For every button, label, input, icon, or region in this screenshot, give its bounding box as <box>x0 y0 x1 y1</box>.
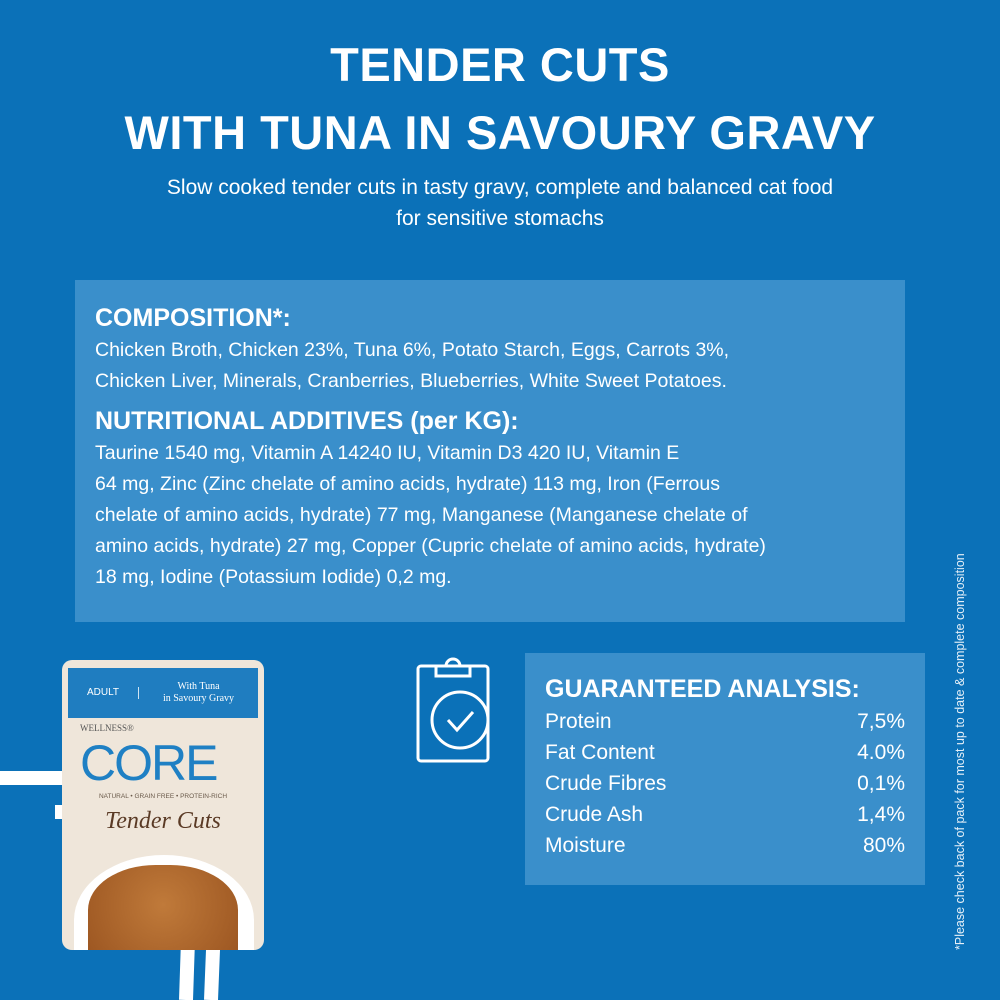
additives-line: amino acids, hydrate) 27 mg, Copper (Cup… <box>95 535 766 557</box>
additives-line: 18 mg, Iodine (Potassium Iodide) 0,2 mg. <box>95 566 452 588</box>
pouch-flavor: in Savoury Gravy <box>162 693 235 704</box>
pouch-brand-logo: CORE <box>80 735 218 791</box>
additives-heading: NUTRITIONAL ADDITIVES (per KG): <box>95 407 519 435</box>
product-pouch-image: ADULT With Tuna in Savoury Gravy WELLNES… <box>62 660 264 950</box>
analysis-value: 0,1% <box>857 772 905 795</box>
analysis-row: Crude Fibres 0,1% <box>545 768 905 799</box>
composition-line: Chicken Broth, Chicken 23%, Tuna 6%, Pot… <box>95 339 730 361</box>
analysis-label: Moisture <box>545 834 626 857</box>
analysis-value: 7,5% <box>857 710 905 733</box>
additives-line: 64 mg, Zinc (Zinc chelate of amino acids… <box>95 473 720 495</box>
analysis-row: Fat Content 4.0% <box>545 737 905 768</box>
analysis-row: Moisture 80% <box>545 830 905 861</box>
analysis-label: Protein <box>545 710 612 733</box>
analysis-panel: GUARANTEED ANALYSIS: Protein 7,5% Fat Con… <box>525 653 925 885</box>
analysis-value: 1,4% <box>857 803 905 826</box>
analysis-row: Protein 7,5% <box>545 706 905 737</box>
subtitle-line: Slow cooked tender cuts in tasty gravy, … <box>166 176 834 199</box>
pouch-adult: ADULT <box>68 687 139 699</box>
pouch-flavor: With Tuna <box>177 681 220 692</box>
composition-line: Chicken Liver, Minerals, Cranberries, Bl… <box>95 370 727 392</box>
clipboard-check-icon <box>416 657 490 763</box>
subtitle: Slow cooked tender cuts in tasty gravy, … <box>0 172 1000 234</box>
analysis-label: Crude Fibres <box>545 772 667 795</box>
pouch-tagline: NATURAL • GRAIN FREE • PROTEIN-RICH <box>98 793 228 800</box>
composition-panel: COMPOSITION*: Chicken Broth, Chicken 23%… <box>75 280 905 622</box>
pouch-product: Tender Cuts <box>105 808 221 834</box>
analysis-row: Crude Ash 1,4% <box>545 799 905 830</box>
additives-line: Taurine 1540 mg, Vitamin A 14240 IU, Vit… <box>95 442 680 464</box>
analysis-value: 4.0% <box>857 741 905 764</box>
analysis-label: Fat Content <box>545 741 655 764</box>
page-title-line1: TENDER CUTS <box>330 38 670 91</box>
additives-line: chelate of amino acids, hydrate) 77 mg, … <box>95 504 748 526</box>
page-title-line2: WITH TUNA IN SAVOURY GRAVY <box>124 106 876 159</box>
analysis-value: 80% <box>862 834 905 857</box>
footnote: *Please check back of pack for most up t… <box>953 553 967 950</box>
subtitle-line: for sensitive stomachs <box>396 207 604 230</box>
analysis-label: Crude Ash <box>545 803 644 826</box>
pouch-brand-small: WELLNESS® <box>80 723 134 733</box>
composition-heading: COMPOSITION*: <box>95 304 291 332</box>
analysis-heading: GUARANTEED ANALYSIS: <box>545 675 860 703</box>
